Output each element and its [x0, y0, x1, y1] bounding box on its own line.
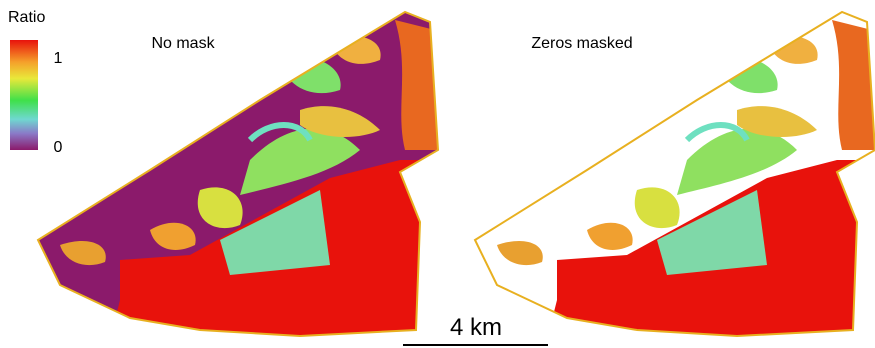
- map-no-mask: [30, 0, 450, 348]
- panel-label: No mask: [151, 35, 215, 52]
- legend-min: 0: [54, 139, 63, 156]
- legend-max: 1: [54, 50, 63, 67]
- colorbar: [10, 40, 38, 150]
- legend-title: Ratio: [8, 9, 45, 26]
- panel-label: Zeros masked: [531, 35, 632, 52]
- map-zeros-masked: [467, 0, 875, 348]
- scale-bar-label: 4 km: [450, 314, 502, 341]
- figure: Ratio 1 0 No mask Zeros masked 4 km: [0, 0, 875, 348]
